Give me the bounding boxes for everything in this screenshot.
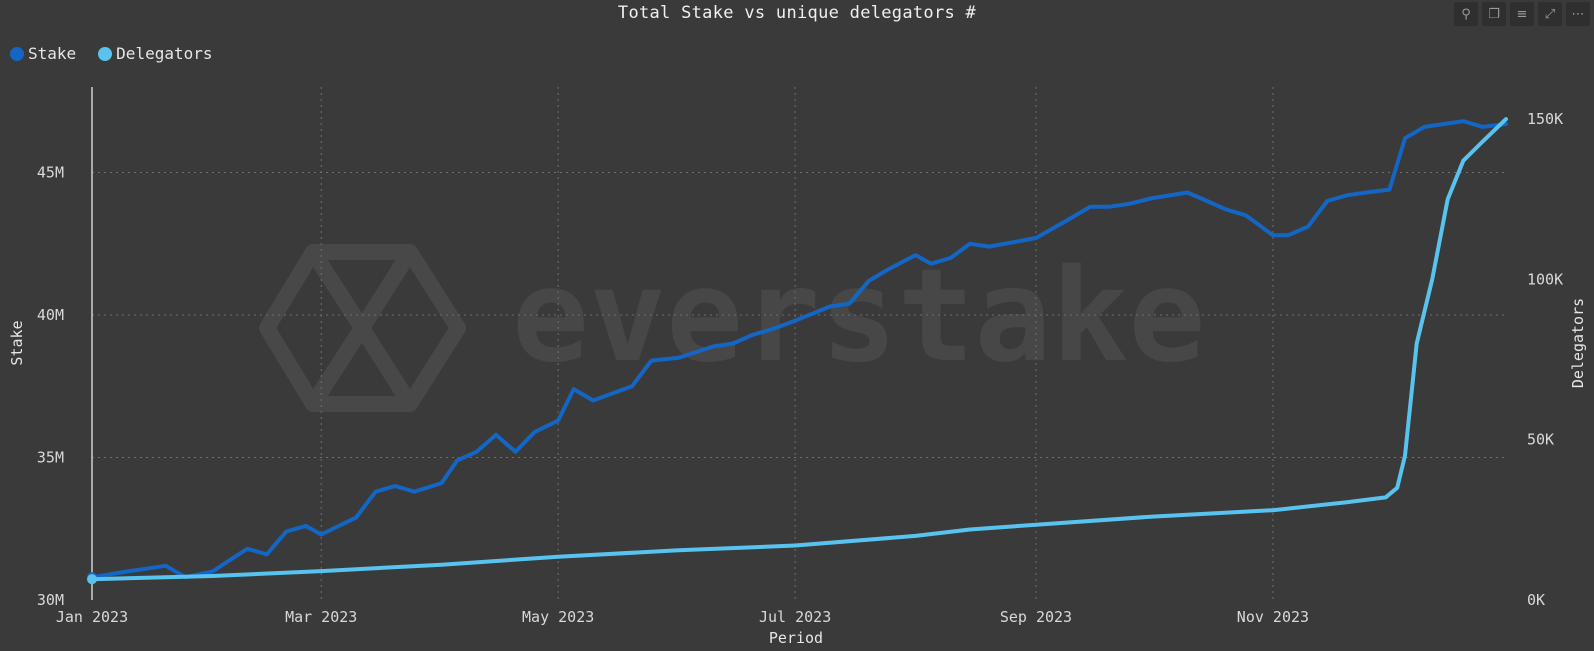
filter-icon[interactable]: ≡ — [1510, 2, 1534, 26]
x-axis: Jan 2023 Mar 2023 May 2023 Jul 2023 Sep 2023… — [56, 87, 1309, 626]
watermark-text: everstake — [512, 242, 1206, 391]
legend-marker-delegators — [98, 46, 113, 61]
gridlines — [92, 87, 1506, 600]
visual-header-toolbar: ⚲ ❐ ≡ ⤢ ⋯ — [1454, 2, 1590, 26]
legend-item-stake[interactable]: Stake — [10, 44, 76, 63]
legend: Stake Delegators — [10, 44, 213, 63]
series-line-stake — [90, 119, 1508, 580]
more-options-icon[interactable]: ⋯ — [1566, 2, 1590, 26]
y-axis-left-title: Stake — [8, 320, 26, 365]
legend-item-delegators[interactable]: Delegators — [98, 44, 213, 63]
series-layer — [87, 117, 1508, 585]
chart-title: Total Stake vs unique delegators # — [617, 3, 977, 23]
y-axis-right: 0K 50K 100K 150K — [1527, 110, 1563, 609]
focus-mode-icon[interactable]: ⤢ — [1538, 2, 1562, 26]
x-tick-label: Nov 2023 — [1237, 608, 1309, 626]
y-left-tick-label: 45M — [37, 164, 64, 182]
pin-icon[interactable]: ⚲ — [1454, 2, 1478, 26]
x-tick-label: May 2023 — [522, 608, 594, 626]
y-right-tick-label: 50K — [1527, 431, 1554, 449]
series-start-point-delegators — [87, 574, 97, 585]
x-tick-label: Sep 2023 — [1000, 608, 1072, 626]
y-axis-right-title: Delegators — [1569, 298, 1587, 388]
x-tick-label: Jul 2023 — [759, 608, 831, 626]
y-right-tick-label: 150K — [1527, 110, 1563, 128]
y-axis-left: 30M 35M 40M 45M — [37, 164, 64, 610]
x-tick-label: Mar 2023 — [285, 608, 357, 626]
y-right-tick-label: 100K — [1527, 270, 1563, 288]
everstake-logo-icon — [259, 244, 466, 412]
series-line-delegators — [90, 117, 1508, 582]
x-axis-title: Period — [769, 629, 823, 647]
y-left-tick-label: 40M — [37, 306, 64, 324]
y-left-tick-label: 30M — [37, 591, 64, 609]
y-right-tick-label: 0K — [1527, 591, 1545, 609]
y-left-tick-label: 35M — [37, 449, 64, 467]
legend-label-delegators: Delegators — [116, 44, 213, 63]
legend-label-stake: Stake — [28, 44, 77, 63]
x-tick-label: Jan 2023 — [56, 608, 128, 626]
legend-marker-stake — [10, 46, 24, 61]
copy-icon[interactable]: ❐ — [1482, 2, 1506, 26]
